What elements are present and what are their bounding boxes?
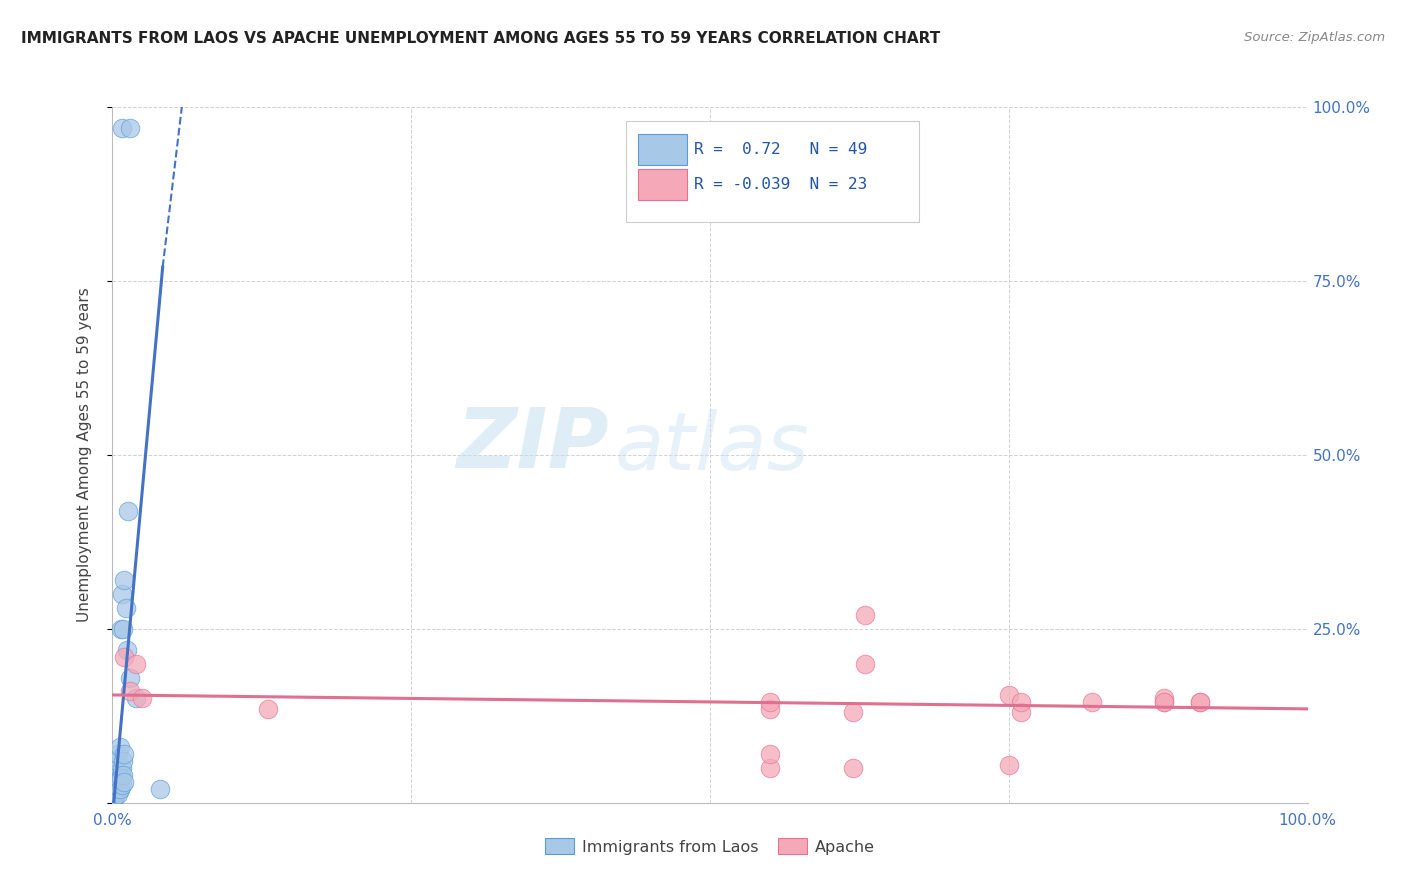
Point — [103, 789, 125, 803]
Point — [108, 781, 131, 796]
Y-axis label: Unemployment Among Ages 55 to 59 years: Unemployment Among Ages 55 to 59 years — [77, 287, 91, 623]
Point — [855, 607, 877, 622]
Point — [759, 761, 782, 775]
Point — [108, 781, 131, 796]
Point — [759, 695, 782, 709]
Point — [842, 761, 865, 775]
Point — [998, 757, 1021, 772]
Point — [110, 772, 132, 786]
Point — [842, 706, 865, 720]
Point — [115, 642, 138, 657]
Point — [1010, 695, 1032, 709]
Text: IMMIGRANTS FROM LAOS VS APACHE UNEMPLOYMENT AMONG AGES 55 TO 59 YEARS CORRELATIO: IMMIGRANTS FROM LAOS VS APACHE UNEMPLOYM… — [21, 31, 941, 46]
FancyBboxPatch shape — [627, 121, 920, 222]
Point — [105, 754, 128, 768]
Point — [105, 778, 128, 793]
Point — [111, 120, 134, 135]
Point — [104, 768, 127, 782]
Legend: Immigrants from Laos, Apache: Immigrants from Laos, Apache — [538, 831, 882, 861]
Point — [104, 781, 127, 796]
Point — [103, 775, 125, 789]
Point — [104, 789, 127, 803]
Point — [105, 761, 128, 775]
Point — [125, 657, 148, 671]
Point — [101, 790, 124, 805]
Point — [114, 573, 135, 587]
Point — [1153, 695, 1175, 709]
Point — [759, 702, 782, 716]
Point — [105, 775, 128, 789]
FancyBboxPatch shape — [638, 134, 688, 165]
Point — [103, 792, 125, 806]
Point — [114, 601, 136, 615]
Point — [111, 587, 134, 601]
Point — [105, 781, 128, 796]
Point — [105, 785, 128, 799]
Point — [114, 775, 135, 789]
Point — [112, 768, 135, 782]
Point — [103, 791, 125, 805]
Point — [105, 781, 128, 796]
Point — [101, 789, 124, 803]
Point — [111, 778, 134, 793]
Point — [107, 788, 129, 802]
Point — [103, 789, 125, 803]
Text: R =  0.72   N = 49: R = 0.72 N = 49 — [695, 142, 868, 157]
Point — [103, 791, 125, 805]
Point — [107, 775, 129, 789]
Point — [1153, 695, 1175, 709]
Point — [131, 691, 153, 706]
Point — [112, 754, 135, 768]
Point — [1189, 695, 1212, 709]
FancyBboxPatch shape — [638, 169, 688, 200]
Point — [110, 622, 132, 636]
Point — [112, 622, 135, 636]
Point — [125, 691, 148, 706]
Point — [114, 747, 135, 761]
Text: ZIP: ZIP — [456, 404, 609, 485]
Point — [149, 781, 172, 796]
Point — [111, 761, 134, 775]
Point — [108, 740, 131, 755]
Point — [104, 785, 127, 799]
Point — [110, 768, 132, 782]
Point — [101, 792, 124, 806]
Text: R = -0.039  N = 23: R = -0.039 N = 23 — [695, 177, 868, 192]
Point — [257, 702, 280, 716]
Point — [759, 747, 782, 761]
Point — [120, 684, 142, 698]
Point — [103, 781, 125, 796]
Point — [1189, 695, 1212, 709]
Point — [120, 120, 142, 135]
Point — [1010, 706, 1032, 720]
Text: atlas: atlas — [614, 409, 810, 487]
Point — [1153, 691, 1175, 706]
Point — [998, 688, 1021, 702]
Point — [117, 503, 139, 517]
Point — [120, 671, 142, 685]
Text: Source: ZipAtlas.com: Source: ZipAtlas.com — [1244, 31, 1385, 45]
Point — [1081, 695, 1104, 709]
Point — [114, 649, 135, 664]
Point — [855, 657, 877, 671]
Point — [103, 793, 125, 807]
Point — [107, 775, 129, 789]
Point — [107, 747, 129, 761]
